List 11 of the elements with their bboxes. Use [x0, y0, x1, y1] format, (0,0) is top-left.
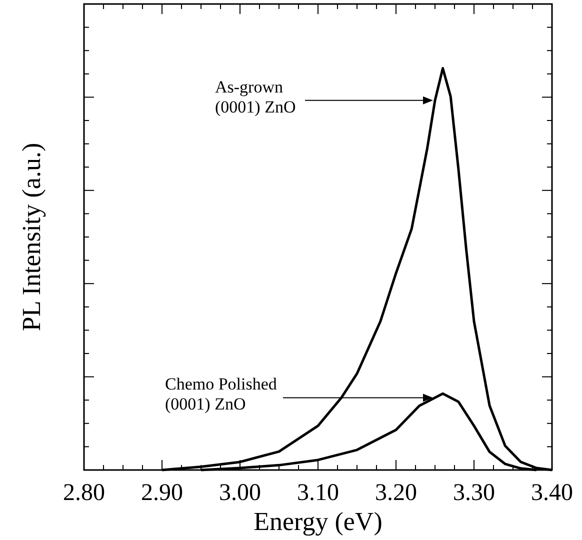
annotation: As-grown (0001) ZnO: [215, 77, 296, 116]
x-tick-label: 3.40: [531, 480, 573, 506]
y-axis-title: PL Intensity (a.u.): [17, 142, 46, 332]
annotation: Chemo Polished (0001) ZnO: [165, 374, 278, 414]
x-tick-label: 3.00: [219, 480, 261, 506]
x-tick-label: 3.20: [375, 480, 417, 506]
x-axis-title: Energy (eV): [254, 507, 382, 536]
x-tick-label: 3.10: [297, 480, 339, 506]
x-tick-label: 2.90: [141, 480, 183, 506]
x-tick-label: 3.30: [453, 480, 495, 506]
x-tick-label: 2.80: [63, 480, 105, 506]
